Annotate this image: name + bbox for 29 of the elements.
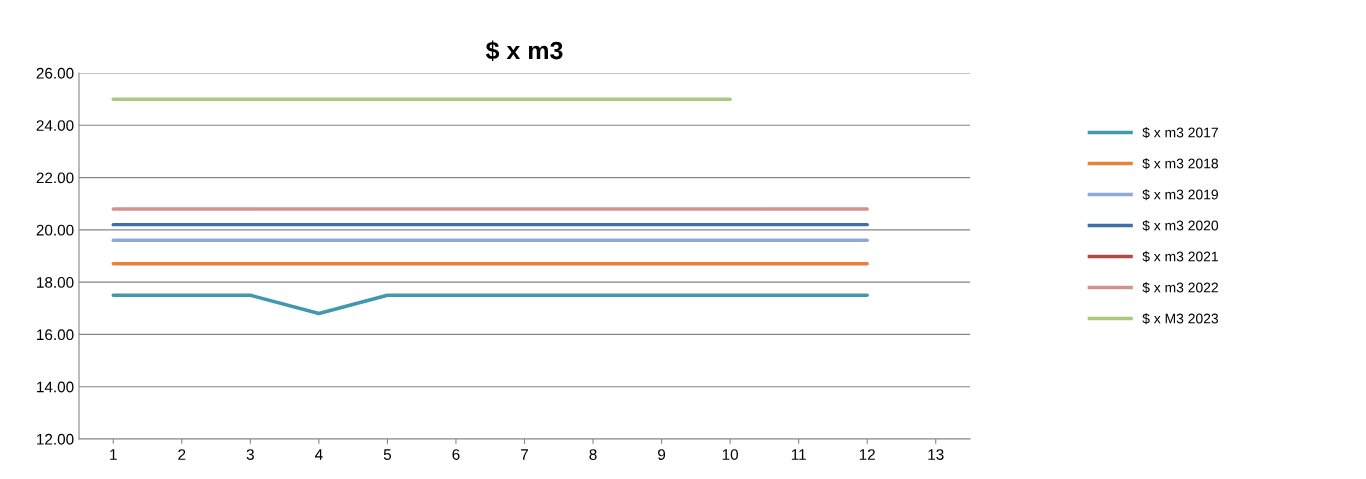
x-tick-label: 4: [314, 449, 323, 460]
y-tick-label: 16.00: [37, 329, 74, 341]
x-tick-label: 2: [178, 449, 186, 460]
x-tick-label: 5: [383, 449, 392, 460]
x-tick-label: 8: [589, 449, 597, 460]
legend-label: $ x m3 2021: [1142, 251, 1218, 263]
x-tick-label: 13: [928, 449, 944, 460]
y-tick-label: 20.00: [36, 224, 74, 236]
x-tick-label: 10: [722, 449, 739, 460]
legend-label: $ x M3 2023: [1142, 313, 1219, 325]
x-tick-label: 11: [791, 449, 806, 460]
y-tick-label: 18.00: [37, 277, 74, 288]
legend-label: $ x m3 2022: [1142, 282, 1218, 294]
x-tick-label: 6: [452, 449, 460, 460]
chart-title: $ x m3: [485, 40, 563, 61]
y-tick-label: 12.00: [37, 433, 74, 445]
legend-label: $ x m3 2019: [1142, 189, 1218, 201]
y-tick-label: 14.00: [37, 381, 74, 393]
x-tick-label: 9: [658, 449, 666, 460]
x-tick-label: 12: [859, 449, 875, 460]
x-tick-label: 1: [110, 449, 117, 460]
y-tick-label: 22.00: [36, 172, 74, 184]
x-tick-label: 3: [246, 449, 254, 460]
y-tick-label: 26.00: [36, 67, 74, 79]
legend-label: $ x m3 2018: [1142, 158, 1219, 170]
legend-label: $ x m3 2020: [1142, 220, 1219, 232]
y-tick-label: 24.00: [36, 120, 74, 131]
legend-label: $ x m3 2017: [1142, 127, 1218, 139]
x-tick-label: 7: [521, 449, 528, 460]
